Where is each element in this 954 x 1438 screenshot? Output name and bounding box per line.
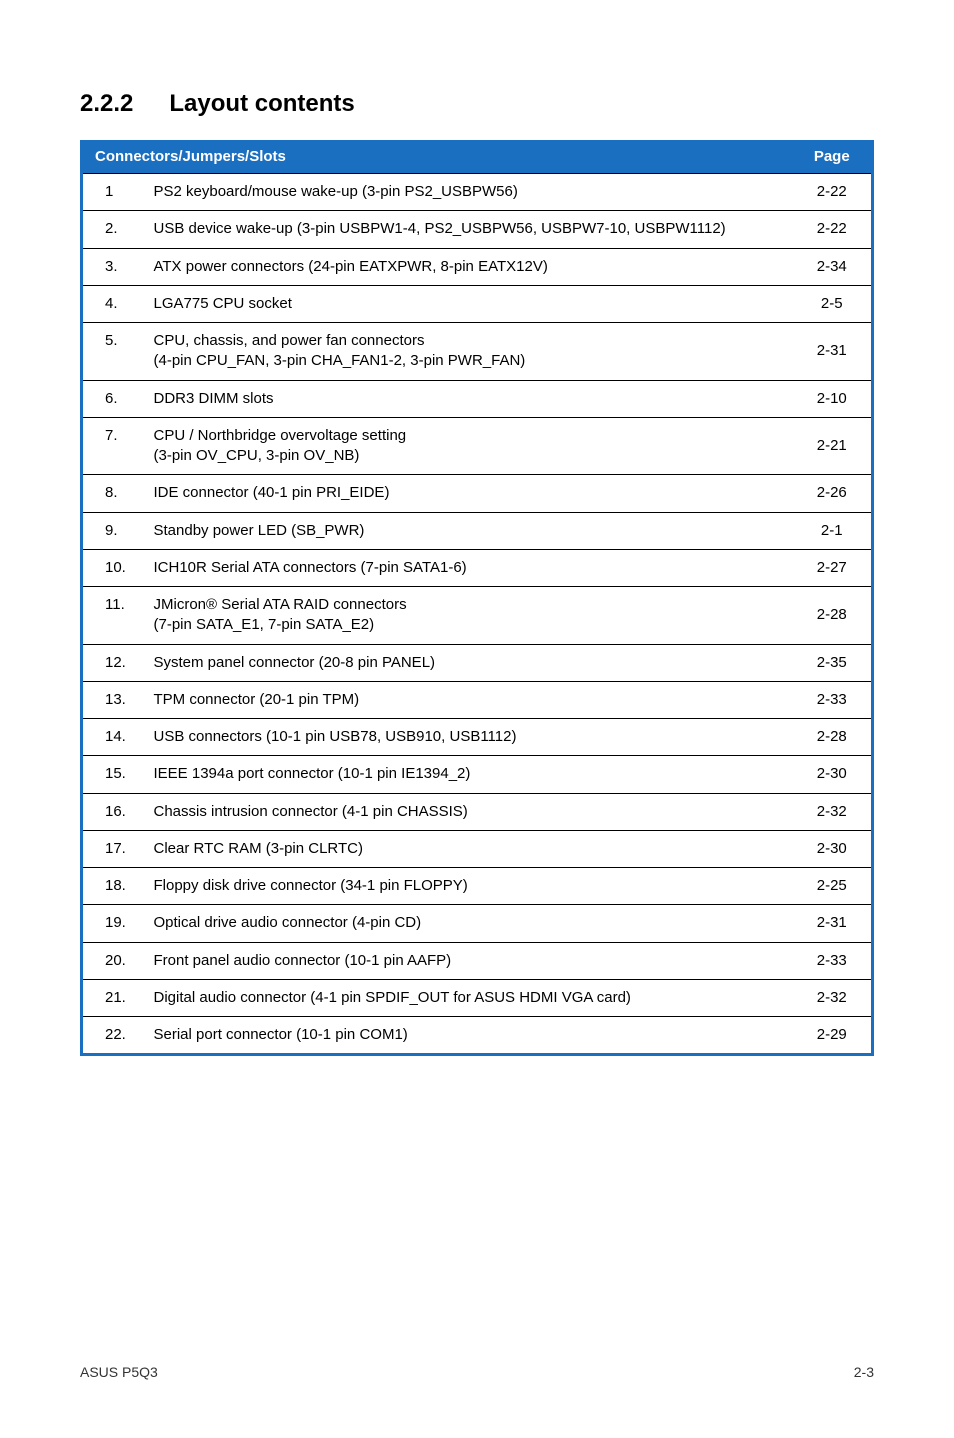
table-row: 6.DDR3 DIMM slots2-10 <box>82 380 873 417</box>
row-description: CPU / Northbridge overvoltage setting (3… <box>142 417 793 475</box>
table-row: 16.Chassis intrusion connector (4-1 pin … <box>82 793 873 830</box>
row-description: Optical drive audio connector (4-pin CD) <box>142 905 793 942</box>
table-row: 9.Standby power LED (SB_PWR)2-1 <box>82 512 873 549</box>
row-description: Floppy disk drive connector (34-1 pin FL… <box>142 868 793 905</box>
row-number: 7. <box>82 417 142 475</box>
table-row: 17.Clear RTC RAM (3-pin CLRTC)2-30 <box>82 830 873 867</box>
section-heading: 2.2.2 Layout contents <box>80 90 874 118</box>
layout-contents-table: Connectors/Jumpers/Slots Page 1PS2 keybo… <box>80 140 874 1056</box>
row-description: USB device wake-up (3-pin USBPW1-4, PS2_… <box>142 211 793 248</box>
row-number: 17. <box>82 830 142 867</box>
table-row: 1PS2 keyboard/mouse wake-up (3-pin PS2_U… <box>82 174 873 211</box>
row-number: 21. <box>82 979 142 1016</box>
header-left: Connectors/Jumpers/Slots <box>82 140 793 174</box>
row-page: 2-25 <box>793 868 873 905</box>
row-description: JMicron® Serial ATA RAID connectors (7-p… <box>142 587 793 645</box>
table-header-row: Connectors/Jumpers/Slots Page <box>82 140 873 174</box>
row-page: 2-32 <box>793 793 873 830</box>
row-number: 20. <box>82 942 142 979</box>
row-number: 3. <box>82 248 142 285</box>
row-page: 2-5 <box>793 285 873 322</box>
row-description: Clear RTC RAM (3-pin CLRTC) <box>142 830 793 867</box>
row-description: System panel connector (20-8 pin PANEL) <box>142 644 793 681</box>
row-number: 2. <box>82 211 142 248</box>
row-number: 5. <box>82 323 142 381</box>
table-row: 14.USB connectors (10-1 pin USB78, USB91… <box>82 719 873 756</box>
table-row: 20.Front panel audio connector (10-1 pin… <box>82 942 873 979</box>
table-body: 1PS2 keyboard/mouse wake-up (3-pin PS2_U… <box>82 174 873 1055</box>
row-page: 2-28 <box>793 719 873 756</box>
row-number: 13. <box>82 681 142 718</box>
section-title: Layout contents <box>169 90 354 117</box>
table-row: 4.LGA775 CPU socket2-5 <box>82 285 873 322</box>
row-number: 8. <box>82 475 142 512</box>
row-description: DDR3 DIMM slots <box>142 380 793 417</box>
table-row: 13.TPM connector (20-1 pin TPM)2-33 <box>82 681 873 718</box>
row-number: 14. <box>82 719 142 756</box>
row-page: 2-1 <box>793 512 873 549</box>
row-page: 2-32 <box>793 979 873 1016</box>
table-row: 18.Floppy disk drive connector (34-1 pin… <box>82 868 873 905</box>
row-page: 2-10 <box>793 380 873 417</box>
table-row: 19.Optical drive audio connector (4-pin … <box>82 905 873 942</box>
row-description: TPM connector (20-1 pin TPM) <box>142 681 793 718</box>
row-description: Digital audio connector (4-1 pin SPDIF_O… <box>142 979 793 1016</box>
table-row: 12.System panel connector (20-8 pin PANE… <box>82 644 873 681</box>
row-page: 2-30 <box>793 830 873 867</box>
row-number: 11. <box>82 587 142 645</box>
table-row: 8.IDE connector (40-1 pin PRI_EIDE)2-26 <box>82 475 873 512</box>
table-row: 7.CPU / Northbridge overvoltage setting … <box>82 417 873 475</box>
footer-right: 2-3 <box>854 1364 874 1380</box>
section-number: 2.2.2 <box>80 90 133 117</box>
row-description: CPU, chassis, and power fan connectors (… <box>142 323 793 381</box>
table-row: 10.ICH10R Serial ATA connectors (7-pin S… <box>82 549 873 586</box>
row-page: 2-31 <box>793 905 873 942</box>
table-row: 15.IEEE 1394a port connector (10-1 pin I… <box>82 756 873 793</box>
row-page: 2-22 <box>793 174 873 211</box>
table-row: 22.Serial port connector (10-1 pin COM1)… <box>82 1017 873 1055</box>
table-row: 2.USB device wake-up (3-pin USBPW1-4, PS… <box>82 211 873 248</box>
row-page: 2-27 <box>793 549 873 586</box>
row-description: Standby power LED (SB_PWR) <box>142 512 793 549</box>
row-number: 9. <box>82 512 142 549</box>
row-description: IEEE 1394a port connector (10-1 pin IE13… <box>142 756 793 793</box>
table-row: 11.JMicron® Serial ATA RAID connectors (… <box>82 587 873 645</box>
row-number: 4. <box>82 285 142 322</box>
row-page: 2-29 <box>793 1017 873 1055</box>
footer-left: ASUS P5Q3 <box>80 1364 158 1380</box>
row-number: 10. <box>82 549 142 586</box>
row-page: 2-33 <box>793 942 873 979</box>
row-page: 2-22 <box>793 211 873 248</box>
table-row: 3.ATX power connectors (24-pin EATXPWR, … <box>82 248 873 285</box>
row-description: Chassis intrusion connector (4-1 pin CHA… <box>142 793 793 830</box>
row-description: LGA775 CPU socket <box>142 285 793 322</box>
row-page: 2-33 <box>793 681 873 718</box>
row-number: 16. <box>82 793 142 830</box>
row-description: ICH10R Serial ATA connectors (7-pin SATA… <box>142 549 793 586</box>
table-row: 5.CPU, chassis, and power fan connectors… <box>82 323 873 381</box>
row-page: 2-21 <box>793 417 873 475</box>
header-right: Page <box>793 140 873 174</box>
row-page: 2-28 <box>793 587 873 645</box>
row-number: 19. <box>82 905 142 942</box>
row-page: 2-31 <box>793 323 873 381</box>
row-number: 18. <box>82 868 142 905</box>
row-page: 2-30 <box>793 756 873 793</box>
row-page: 2-26 <box>793 475 873 512</box>
row-number: 1 <box>82 174 142 211</box>
row-number: 12. <box>82 644 142 681</box>
row-description: Serial port connector (10-1 pin COM1) <box>142 1017 793 1055</box>
row-description: PS2 keyboard/mouse wake-up (3-pin PS2_US… <box>142 174 793 211</box>
table-row: 21.Digital audio connector (4-1 pin SPDI… <box>82 979 873 1016</box>
row-page: 2-34 <box>793 248 873 285</box>
page-footer: ASUS P5Q3 2-3 <box>80 1364 874 1380</box>
row-description: USB connectors (10-1 pin USB78, USB910, … <box>142 719 793 756</box>
row-page: 2-35 <box>793 644 873 681</box>
row-number: 15. <box>82 756 142 793</box>
row-description: Front panel audio connector (10-1 pin AA… <box>142 942 793 979</box>
row-number: 22. <box>82 1017 142 1055</box>
row-number: 6. <box>82 380 142 417</box>
row-description: ATX power connectors (24-pin EATXPWR, 8-… <box>142 248 793 285</box>
row-description: IDE connector (40-1 pin PRI_EIDE) <box>142 475 793 512</box>
